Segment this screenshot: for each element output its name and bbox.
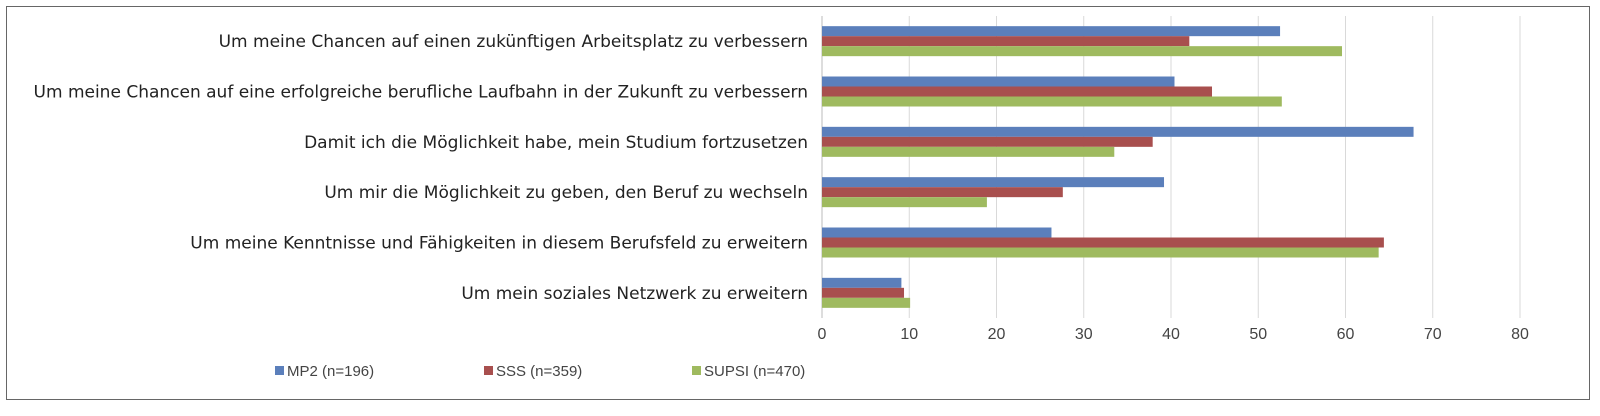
bar-supsi bbox=[822, 146, 1115, 157]
category-label: Um mein soziales Netzwerk zu erweitern bbox=[461, 284, 808, 304]
bar-sss bbox=[822, 36, 1190, 47]
x-tick-label: 10 bbox=[900, 326, 918, 343]
bar-sss bbox=[822, 136, 1153, 147]
x-tick-label: 0 bbox=[818, 326, 827, 343]
legend-label: SSS (n=359) bbox=[496, 363, 582, 380]
bar-mp2 bbox=[822, 177, 1165, 188]
category-label: Um mir die Möglichkeit zu geben, den Ber… bbox=[324, 183, 808, 203]
legend-label: MP2 (n=196) bbox=[287, 363, 374, 380]
legend-swatch bbox=[484, 366, 493, 375]
x-tick-label: 80 bbox=[1511, 326, 1529, 343]
bar-sss bbox=[822, 237, 1384, 248]
x-tick-label: 40 bbox=[1162, 326, 1180, 343]
category-label: Damit ich die Möglichkeit habe, mein Stu… bbox=[304, 133, 808, 153]
x-tick-label: 50 bbox=[1249, 326, 1267, 343]
legend-swatch bbox=[692, 366, 701, 375]
x-tick-label: 20 bbox=[988, 326, 1006, 343]
category-label: Um meine Chancen auf eine erfolgreiche b… bbox=[34, 83, 808, 103]
bar-mp2 bbox=[822, 277, 902, 288]
bar-supsi bbox=[822, 247, 1379, 258]
bar-mp2 bbox=[822, 76, 1175, 87]
bar-sss bbox=[822, 86, 1213, 97]
category-label: Um meine Chancen auf einen zukünftigen A… bbox=[219, 32, 808, 52]
category-label: Um meine Kenntnisse und Fähigkeiten in d… bbox=[190, 234, 808, 254]
bar-supsi bbox=[822, 297, 911, 308]
x-tick-label: 30 bbox=[1075, 326, 1093, 343]
bar-supsi bbox=[822, 197, 987, 208]
legend-swatch bbox=[275, 366, 284, 375]
chart-frame bbox=[6, 6, 1590, 400]
bar-supsi bbox=[822, 46, 1343, 57]
bar-mp2 bbox=[822, 227, 1052, 238]
x-tick-label: 60 bbox=[1337, 326, 1355, 343]
x-tick-label: 70 bbox=[1424, 326, 1442, 343]
legend-label: SUPSI (n=470) bbox=[704, 363, 805, 380]
bar-mp2 bbox=[822, 26, 1281, 37]
bar-mp2 bbox=[822, 126, 1414, 137]
bar-sss bbox=[822, 187, 1063, 198]
bar-sss bbox=[822, 287, 905, 298]
bar-supsi bbox=[822, 96, 1282, 107]
